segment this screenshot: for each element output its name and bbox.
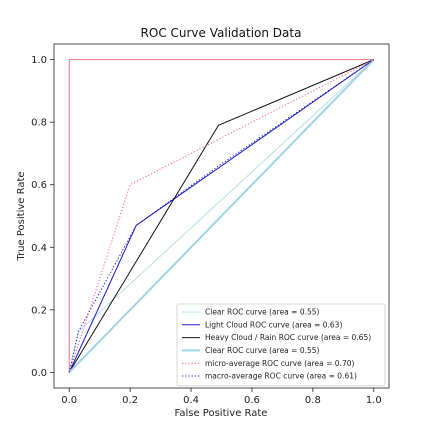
plot-frame — [53, 43, 390, 389]
y-tick-label: 1.0 — [31, 55, 47, 66]
legend-entry-label: micro-average ROC curve (area = 0.70) — [205, 359, 354, 368]
legend-entry-label: Clear ROC curve (area = 0.55) — [205, 346, 320, 355]
x-tick-label: 0.0 — [61, 395, 77, 406]
x-tick-label: 0.6 — [244, 395, 260, 406]
legend-entry-label: Clear ROC curve (area = 0.55) — [205, 308, 320, 317]
x-tick-label: 1.0 — [366, 395, 382, 406]
series-line-4 — [68, 58, 375, 374]
x-tick-label: 0.8 — [305, 395, 321, 406]
axis-ticks: 0.0 0.2 0.4 0.6 0.8 1.0 0.0 0.2 0.4 0.6 0.8 1.0 — [31, 55, 382, 406]
y-tick-label: 0.6 — [31, 180, 47, 191]
y-tick-label: 0.8 — [31, 118, 47, 129]
legend-box — [176, 303, 386, 387]
x-axis-label: False Positive Rate — [175, 408, 268, 419]
plot-lines — [68, 58, 375, 374]
legend-entry-label: macro-average ROC curve (area = 0.61) — [205, 372, 357, 381]
y-axis-label: True Positive Rate — [16, 171, 27, 261]
x-tick-label: 0.2 — [122, 395, 138, 406]
x-tick-label: 0.4 — [183, 395, 199, 406]
legend-entry-label: Heavy Cloud / Rain ROC curve (area = 0.6… — [205, 333, 371, 342]
y-tick-label: 0.2 — [31, 305, 47, 316]
series-line-3 — [68, 59, 374, 373]
series-line-6 — [68, 59, 375, 373]
perfect-classifier-line — [68, 59, 374, 373]
y-tick-label: 0.4 — [31, 243, 47, 254]
legend-entry-label: Light Cloud ROC curve (area = 0.63) — [205, 320, 342, 329]
chart-title: ROC Curve Validation Data — [141, 26, 302, 40]
y-tick-label: 0.0 — [31, 368, 47, 379]
legend: Clear ROC curve (area = 0.55) Light Cloud… — [176, 303, 386, 387]
series-line-2 — [68, 59, 375, 373]
